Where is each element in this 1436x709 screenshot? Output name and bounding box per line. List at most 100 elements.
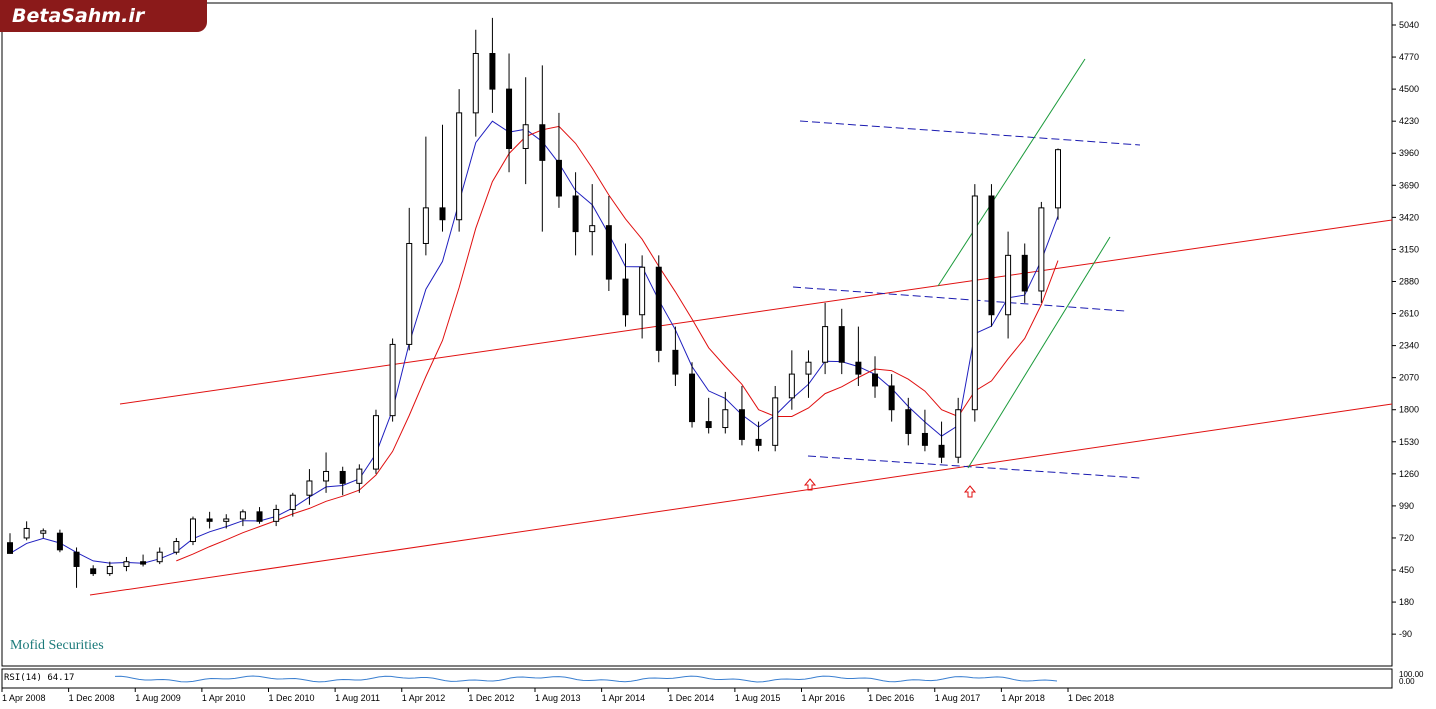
bear-candle bbox=[439, 207, 446, 221]
rsi-label: RSI(14) 64.17 bbox=[4, 673, 75, 683]
bull-candle bbox=[323, 470, 330, 482]
x-tick-label: 1 Apr 2016 bbox=[802, 693, 846, 703]
y-tick-label: 3690 bbox=[1399, 180, 1419, 190]
bull-candle bbox=[1055, 149, 1061, 209]
y-tick-label: 2340 bbox=[1399, 341, 1419, 351]
blue-channel-lower bbox=[807, 455, 1141, 479]
y-tick-label: 450 bbox=[1399, 565, 1414, 575]
y-tick-label: 4230 bbox=[1399, 116, 1419, 126]
bull-candle bbox=[156, 551, 163, 563]
blue-channel-upper bbox=[799, 120, 1141, 146]
x-tick-label: 1 Aug 2009 bbox=[135, 693, 181, 703]
y-tick-label: -90 bbox=[1399, 629, 1412, 639]
bull-candle bbox=[239, 511, 246, 520]
bear-candle bbox=[90, 568, 97, 575]
bear-candle bbox=[705, 421, 712, 429]
bear-candle bbox=[7, 542, 13, 554]
bear-candle bbox=[838, 326, 845, 363]
bull-candle bbox=[589, 225, 596, 233]
x-axis: 1 Apr 2008 1 Dec 2008 1 Aug 2009 1 Apr 2010… bbox=[1, 688, 1114, 703]
bull-candle bbox=[639, 266, 646, 316]
x-tick-label: 1 Dec 2014 bbox=[668, 693, 714, 703]
bull-candle bbox=[772, 397, 779, 446]
bear-candle bbox=[738, 409, 745, 440]
x-tick-label: 1 Dec 2008 bbox=[69, 693, 115, 703]
bear-candle bbox=[339, 470, 346, 484]
bull-candle bbox=[522, 124, 529, 149]
bear-candle bbox=[672, 349, 679, 375]
y-tick-label: 4770 bbox=[1399, 52, 1419, 62]
y-tick-label: 720 bbox=[1399, 533, 1414, 543]
bear-candle bbox=[872, 373, 879, 387]
x-tick-label: 1 Aug 2015 bbox=[735, 693, 781, 703]
bear-candle bbox=[655, 266, 662, 351]
candles bbox=[7, 17, 1061, 588]
bear-candle bbox=[256, 511, 263, 522]
green-channel-lower bbox=[967, 236, 1111, 469]
bull-candle bbox=[372, 415, 379, 470]
bull-candle bbox=[356, 468, 363, 484]
rsi-frame bbox=[1, 668, 1393, 689]
moving-averages bbox=[9, 120, 1059, 564]
up-arrow-icon bbox=[803, 478, 817, 491]
bear-candle bbox=[539, 124, 546, 161]
y-tick-label: 3420 bbox=[1399, 212, 1419, 222]
bull-candle bbox=[273, 508, 280, 522]
y-tick-label: 990 bbox=[1399, 501, 1414, 511]
y-tick-label: 1260 bbox=[1399, 469, 1419, 479]
rsi-axis-label: 0.00 bbox=[1399, 677, 1415, 686]
bear-candle bbox=[855, 361, 862, 375]
bear-candle bbox=[622, 278, 629, 316]
bull-candle bbox=[173, 541, 180, 553]
bull-candle bbox=[1038, 207, 1045, 292]
plot-frame bbox=[1, 2, 1393, 667]
bear-candle bbox=[506, 88, 513, 149]
y-tick-label: 3960 bbox=[1399, 148, 1419, 158]
blue-channel-mid bbox=[792, 286, 1126, 312]
bull-candle bbox=[223, 518, 230, 522]
bear-candle bbox=[555, 159, 562, 197]
bull-candle bbox=[289, 494, 296, 510]
ma-fast-line bbox=[9, 120, 1059, 564]
bear-candle bbox=[689, 373, 696, 423]
bull-candle bbox=[805, 361, 812, 375]
rsi-line bbox=[114, 675, 1058, 683]
bear-candle bbox=[605, 225, 612, 280]
watermark-text: Mofid Securities bbox=[10, 638, 104, 653]
x-tick-label: 1 Dec 2012 bbox=[468, 693, 514, 703]
green-channel-upper bbox=[937, 58, 1086, 287]
bear-candle bbox=[489, 52, 496, 90]
x-tick-label: 1 Apr 2010 bbox=[202, 693, 246, 703]
brand-logo: BetaSahm.ir bbox=[0, 0, 207, 32]
y-tick-label: 1800 bbox=[1399, 405, 1419, 415]
rsi-axis-label: 100.00 bbox=[1399, 670, 1424, 679]
y-tick-label: 4500 bbox=[1399, 84, 1419, 94]
bull-candle bbox=[406, 242, 413, 345]
y-tick-label: 2070 bbox=[1399, 373, 1419, 383]
y-tick-label: 5040 bbox=[1399, 20, 1419, 30]
trendlines bbox=[89, 58, 1393, 596]
y-axis: 5040 4770 4500 4230 3960 3690 3420 3150 2880 2610… bbox=[1392, 20, 1419, 639]
bear-candle bbox=[921, 432, 928, 446]
x-tick-label: 1 Apr 2014 bbox=[602, 693, 646, 703]
x-tick-label: 1 Aug 2011 bbox=[335, 693, 380, 703]
bull-candle bbox=[955, 409, 962, 458]
x-tick-label: 1 Apr 2008 bbox=[2, 693, 46, 703]
x-tick-label: 1 Aug 2017 bbox=[935, 693, 981, 703]
bull-candle bbox=[456, 112, 463, 221]
bear-candle bbox=[938, 444, 945, 458]
y-tick-label: 3150 bbox=[1399, 244, 1419, 254]
bull-candle bbox=[971, 195, 978, 411]
bear-candle bbox=[1021, 254, 1028, 292]
bull-candle bbox=[106, 565, 113, 575]
bull-candle bbox=[389, 343, 396, 417]
bear-candle bbox=[888, 385, 895, 411]
ma-slow-line bbox=[176, 125, 1059, 562]
bear-candle bbox=[206, 518, 213, 522]
bear-candle bbox=[572, 195, 579, 233]
bull-candle bbox=[23, 527, 30, 539]
bull-candle bbox=[422, 207, 429, 244]
y-tick-label: 2880 bbox=[1399, 276, 1419, 286]
x-tick-label: 1 Aug 2013 bbox=[535, 693, 581, 703]
